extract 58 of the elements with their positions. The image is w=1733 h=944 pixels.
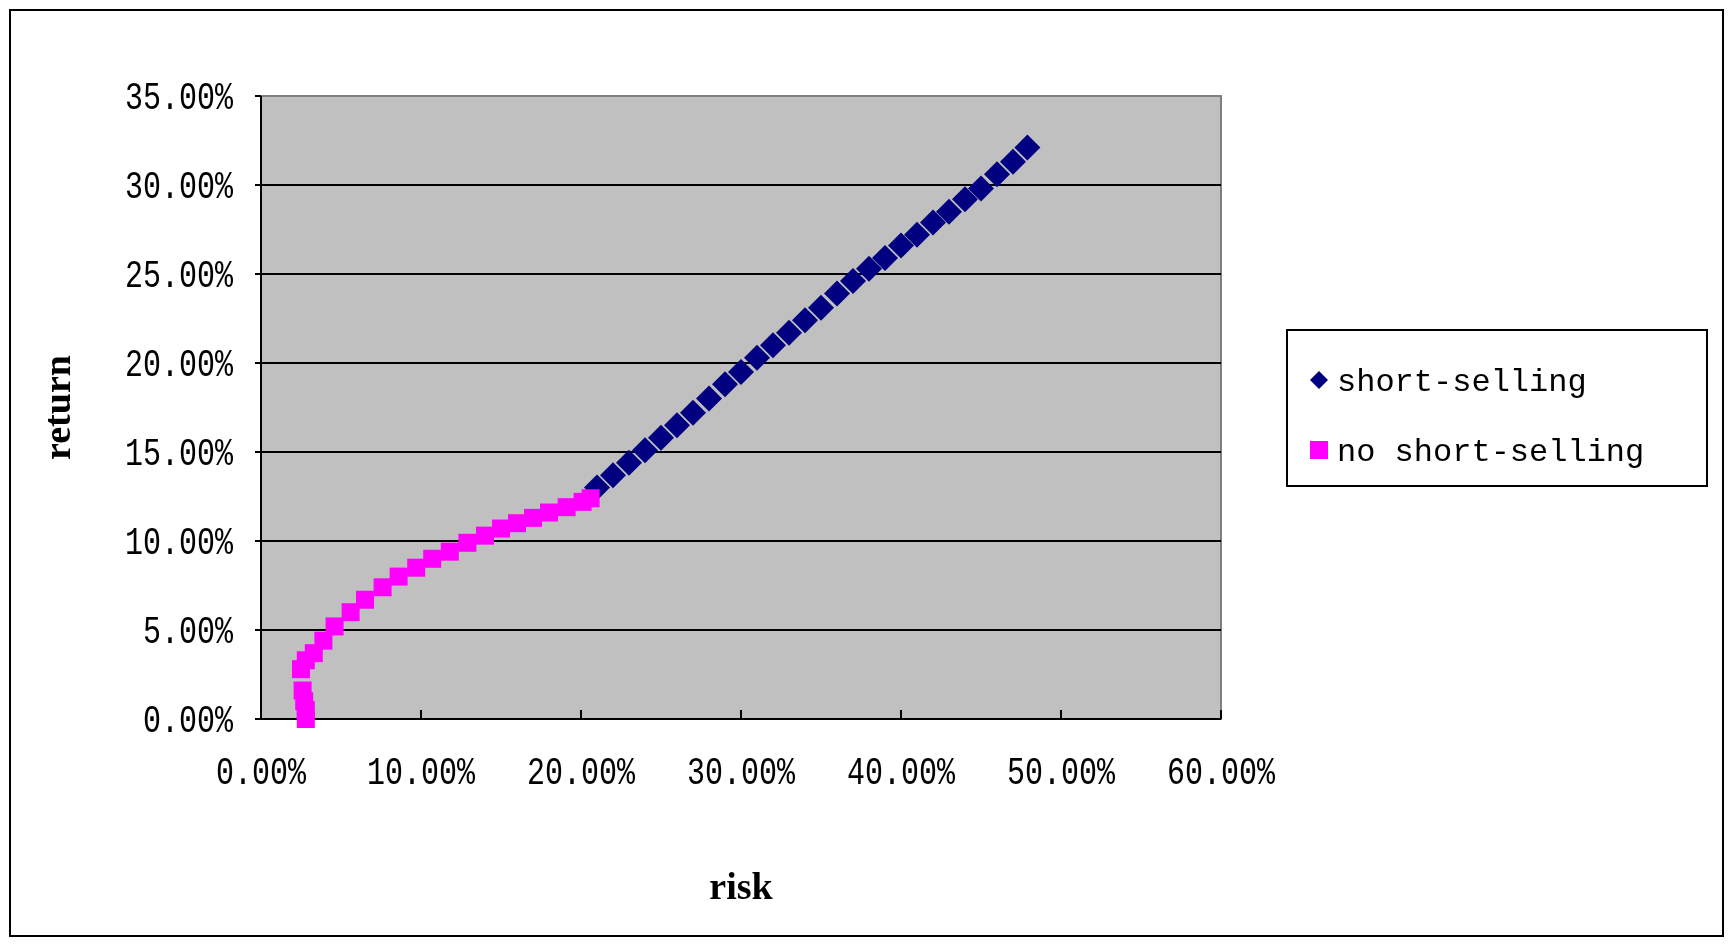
x-tick-label: 30.00% <box>687 752 824 795</box>
point <box>952 186 978 213</box>
point <box>808 294 834 321</box>
legend-label: short-selling <box>1337 364 1587 402</box>
x-tick-label: 0.00% <box>216 752 331 795</box>
point <box>293 681 312 700</box>
point <box>968 175 994 202</box>
point <box>792 307 818 334</box>
x-tick-label: 40.00% <box>847 752 984 795</box>
x-tick-label: 50.00% <box>1007 752 1144 795</box>
point <box>1014 134 1041 161</box>
point <box>616 449 642 476</box>
point <box>423 549 442 568</box>
point <box>728 358 754 385</box>
point <box>325 617 344 636</box>
point <box>664 412 690 439</box>
point <box>314 631 333 650</box>
x-tick-label: 20.00% <box>527 752 664 795</box>
point <box>648 424 674 451</box>
point <box>760 332 786 359</box>
x-axis-title: risk <box>709 865 774 907</box>
y-tick-label: 20.00% <box>125 344 262 388</box>
y-tick-label: 0.00% <box>143 700 258 744</box>
point <box>407 558 426 577</box>
point <box>936 198 962 225</box>
y-tick-label: 30.00% <box>125 166 262 210</box>
point <box>984 161 1010 188</box>
point <box>600 462 626 489</box>
legend-label: no short-selling <box>1337 434 1645 472</box>
y-tick-label: 10.00% <box>125 522 262 566</box>
y-tick-label: 15.00% <box>125 433 262 477</box>
point <box>440 542 459 561</box>
point <box>356 590 374 609</box>
y-tick-label: 35.00% <box>125 77 262 121</box>
point <box>373 578 392 597</box>
point <box>856 255 882 282</box>
point <box>1000 148 1026 175</box>
point <box>458 533 477 552</box>
y-tick-label: 5.00% <box>143 611 258 655</box>
x-tick-label: 10.00% <box>367 752 504 795</box>
point <box>341 603 360 622</box>
point <box>712 371 738 398</box>
point <box>776 319 802 346</box>
y-tick-label: 25.00% <box>125 255 262 299</box>
point <box>824 280 850 307</box>
x-tick-label: 60.00% <box>1167 752 1304 795</box>
y-axis-title: return <box>36 355 78 460</box>
point <box>872 244 898 271</box>
point <box>840 268 866 295</box>
point <box>680 399 706 426</box>
point <box>632 437 658 464</box>
point <box>389 567 408 586</box>
point <box>744 344 770 371</box>
point <box>696 385 722 412</box>
point <box>581 489 600 508</box>
point <box>888 232 914 259</box>
point <box>920 209 946 236</box>
point <box>904 221 930 248</box>
